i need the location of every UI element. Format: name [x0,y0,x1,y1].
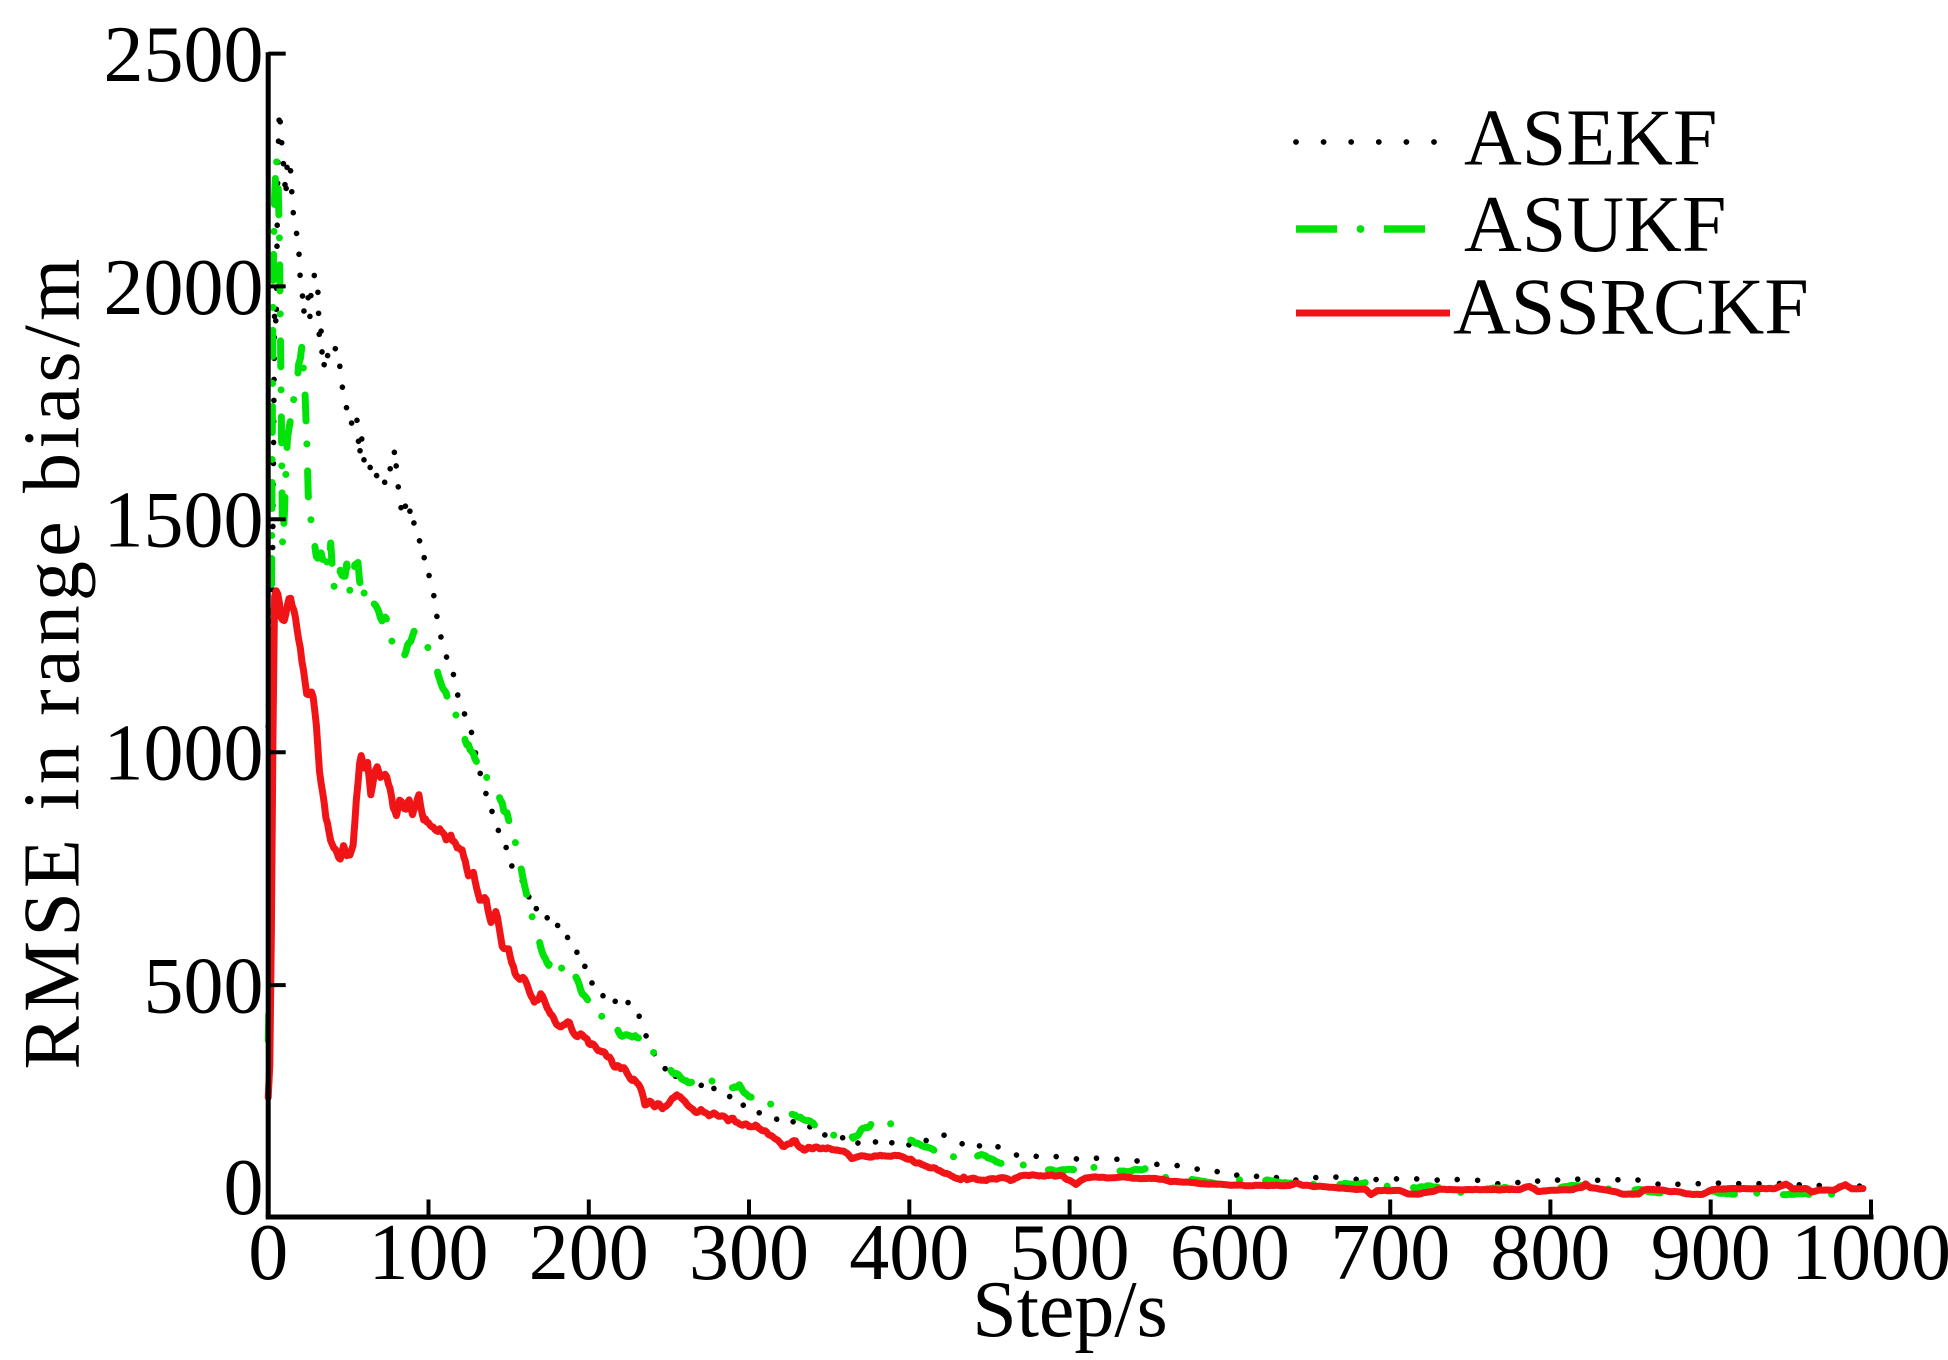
svg-text:800: 800 [1490,1209,1610,1297]
svg-text:1000: 1000 [1791,1209,1948,1297]
svg-text:RMSE in range bias/m: RMSE in range bias/m [9,254,97,1069]
svg-text:2500: 2500 [104,11,264,99]
svg-text:ASSRCKF: ASSRCKF [1453,264,1809,352]
svg-text:2000: 2000 [104,244,264,332]
svg-text:1500: 1500 [104,477,264,565]
svg-text:400: 400 [849,1209,969,1297]
svg-text:0: 0 [224,1144,264,1232]
svg-text:900: 900 [1651,1209,1771,1297]
svg-text:Step/s: Step/s [972,1266,1168,1354]
svg-text:200: 200 [529,1209,649,1297]
svg-text:100: 100 [369,1209,489,1297]
svg-text:600: 600 [1170,1209,1290,1297]
svg-text:ASUKF: ASUKF [1464,181,1726,269]
svg-text:500: 500 [144,943,264,1031]
svg-text:300: 300 [689,1209,809,1297]
svg-text:1000: 1000 [104,710,264,798]
svg-text:ASEKF: ASEKF [1464,95,1717,183]
svg-text:500: 500 [1010,1209,1130,1297]
svg-text:0: 0 [248,1209,288,1297]
svg-text:700: 700 [1330,1209,1450,1297]
